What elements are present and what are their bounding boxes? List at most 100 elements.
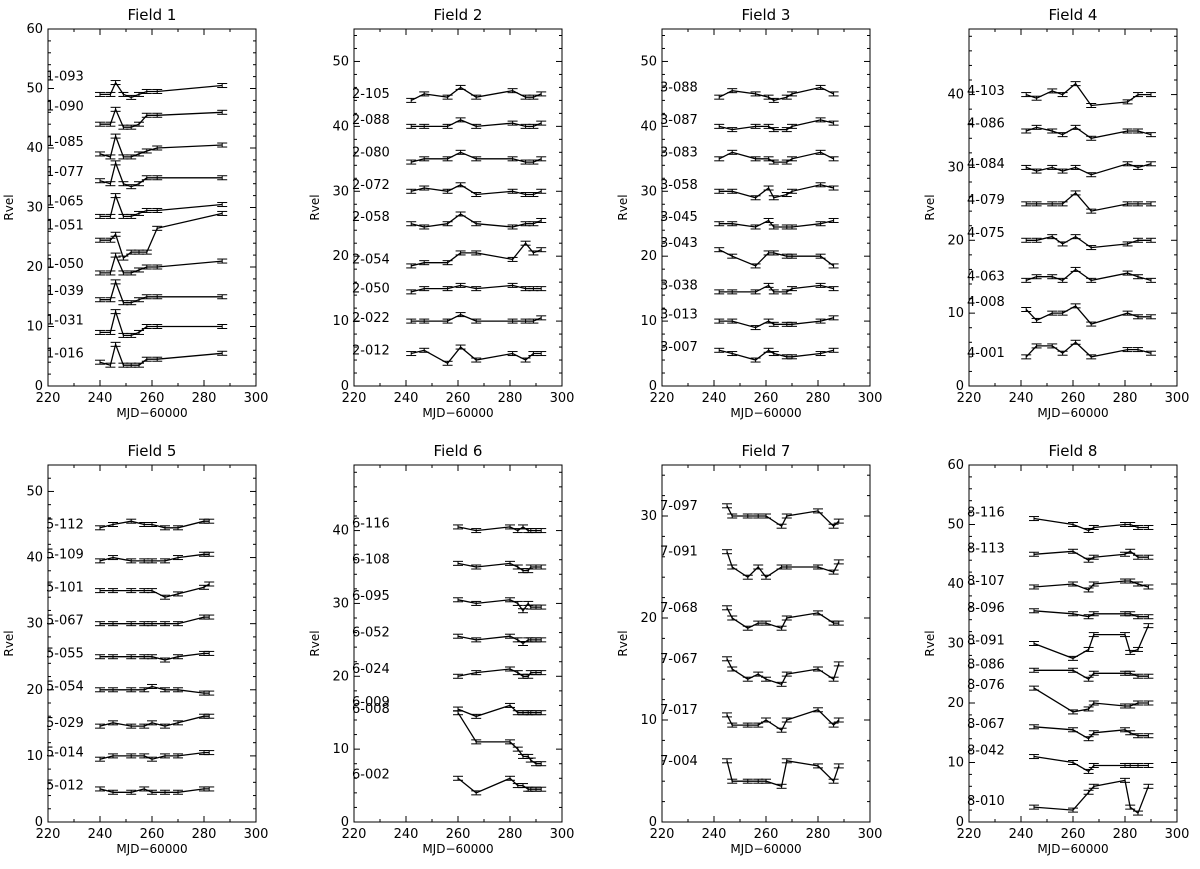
x-axis-label: MJD−60000 (422, 406, 493, 420)
y-tick-label: 30 (26, 617, 43, 632)
series-3-045: 3-045 (660, 210, 839, 230)
series-5-109: 5-109 (46, 547, 215, 564)
series-line (726, 551, 840, 579)
y-tick-label: 40 (26, 141, 43, 156)
series-1-039: 1-039 (46, 279, 228, 306)
series-line (719, 119, 834, 131)
series-4-079: 4-079 (967, 190, 1156, 214)
y-tick-label: 10 (332, 742, 349, 757)
series-label: 4-075 (967, 226, 1005, 241)
series-label: 2-072 (352, 178, 390, 193)
y-tick-label: 20 (640, 249, 657, 264)
series-label: 5-101 (46, 580, 84, 595)
series-line (726, 760, 840, 788)
series-label: 3-038 (660, 278, 698, 293)
series-label: 7-068 (660, 601, 698, 616)
series-line (726, 505, 840, 528)
y-tick-label: 50 (332, 54, 349, 69)
series-3-043: 3-043 (660, 236, 839, 269)
y-axis-label: Rvel (308, 194, 322, 220)
series-label: 8-116 (967, 506, 1005, 521)
series-line (726, 658, 840, 686)
x-tick-label: 260 (446, 391, 471, 406)
series-3-013: 3-013 (660, 308, 839, 331)
series-label: 4-001 (967, 346, 1005, 361)
panel-field-2: Field 2 220 240 260 280 300 0 10 20 30 40 50 MJD−600… (308, 6, 574, 420)
series-8-042: 8-042 (967, 744, 1154, 774)
series-8-116: 8-116 (967, 506, 1154, 533)
series-line (100, 616, 210, 625)
x-tick-label: 280 (192, 391, 217, 406)
y-tick-label: 20 (26, 260, 43, 275)
series-line (99, 160, 223, 188)
y-tick-label: 50 (26, 484, 43, 499)
series-label: 6-024 (352, 662, 390, 677)
y-tick-label: 10 (947, 306, 964, 321)
x-tick-label: 300 (1165, 827, 1190, 842)
series-4-103: 4-103 (967, 81, 1156, 108)
series-line (99, 342, 223, 367)
panel-title: Field 6 (434, 442, 483, 460)
series-6-008: 6-008 (352, 702, 547, 767)
series-label: 3-007 (660, 340, 698, 355)
y-tick-label: 20 (332, 669, 349, 684)
series-label: 7-097 (660, 499, 698, 514)
y-tick-label: 30 (640, 509, 657, 524)
y-tick-label: 60 (947, 458, 964, 473)
panel-title: Field 8 (1049, 442, 1098, 460)
series-line (719, 284, 834, 293)
x-tick-label: 300 (858, 827, 883, 842)
series-8-091: 8-091 (967, 623, 1154, 661)
x-tick-label: 220 (342, 391, 367, 406)
series-4-008: 4-008 (967, 295, 1156, 327)
x-axis-label: MJD−60000 (116, 842, 187, 856)
x-tick-label: 220 (36, 827, 61, 842)
x-tick-label: 240 (1009, 391, 1034, 406)
series-label: 1-085 (46, 135, 84, 150)
panel-title: Field 7 (742, 442, 791, 460)
panel-field-7: Field 7 220 240 260 280 300 0 10 20 30 MJD−60000 Rv… (616, 442, 882, 856)
series-label: 8-096 (967, 601, 1005, 616)
series-label: 1-039 (46, 284, 84, 299)
y-tick-label: 40 (640, 119, 657, 134)
series-label: 4-008 (967, 295, 1005, 310)
series-8-067: 8-067 (967, 717, 1154, 742)
series-label: 3-083 (660, 145, 698, 160)
series-line (100, 193, 223, 218)
series-2-088: 2-088 (352, 113, 547, 129)
panel-field-3: Field 3 220 240 260 280 300 0 10 20 30 40 50 MJD−600… (616, 6, 882, 420)
x-tick-label: 300 (244, 391, 269, 406)
y-tick-label: 60 (26, 22, 43, 37)
y-axis-label: Rvel (923, 194, 937, 220)
series-label: 5-014 (46, 746, 84, 761)
series-4-086: 4-086 (967, 117, 1156, 141)
x-tick-label: 280 (498, 827, 523, 842)
series-line (726, 709, 840, 732)
y-tick-label: 40 (332, 119, 349, 134)
x-tick-label: 300 (550, 391, 575, 406)
series-4-084: 4-084 (967, 157, 1156, 178)
x-tick-label: 280 (192, 827, 217, 842)
series-6-095: 6-095 (352, 589, 547, 614)
series-line (726, 607, 839, 629)
y-tick-label: 0 (649, 815, 657, 830)
series-label: 5-054 (46, 679, 84, 694)
series-label: 5-055 (46, 646, 84, 661)
series-label: 7-004 (660, 754, 698, 769)
x-axis-label: MJD−60000 (116, 406, 187, 420)
x-tick-label: 220 (957, 391, 982, 406)
y-tick-label: 40 (332, 524, 349, 539)
y-tick-label: 50 (640, 54, 657, 69)
series-label: 5-012 (46, 779, 84, 794)
panel-field-4: Field 4 220 240 260 280 300 0 10 20 30 40 MJD−60000… (923, 6, 1189, 420)
x-tick-label: 300 (244, 827, 269, 842)
x-axis-label: MJD−60000 (1037, 406, 1108, 420)
series-label: 8-107 (967, 574, 1005, 589)
series-label: 1-065 (46, 195, 84, 210)
series-line (1033, 580, 1149, 591)
series-3-058: 3-058 (660, 178, 839, 201)
series-2-022: 2-022 (352, 311, 547, 326)
panel-field-8: Field 8 220 240 260 280 300 0 10 20 30 40 50 60 MJD−6… (923, 442, 1189, 856)
series-label: 3-045 (660, 210, 698, 225)
series-label: 5-029 (46, 716, 84, 731)
